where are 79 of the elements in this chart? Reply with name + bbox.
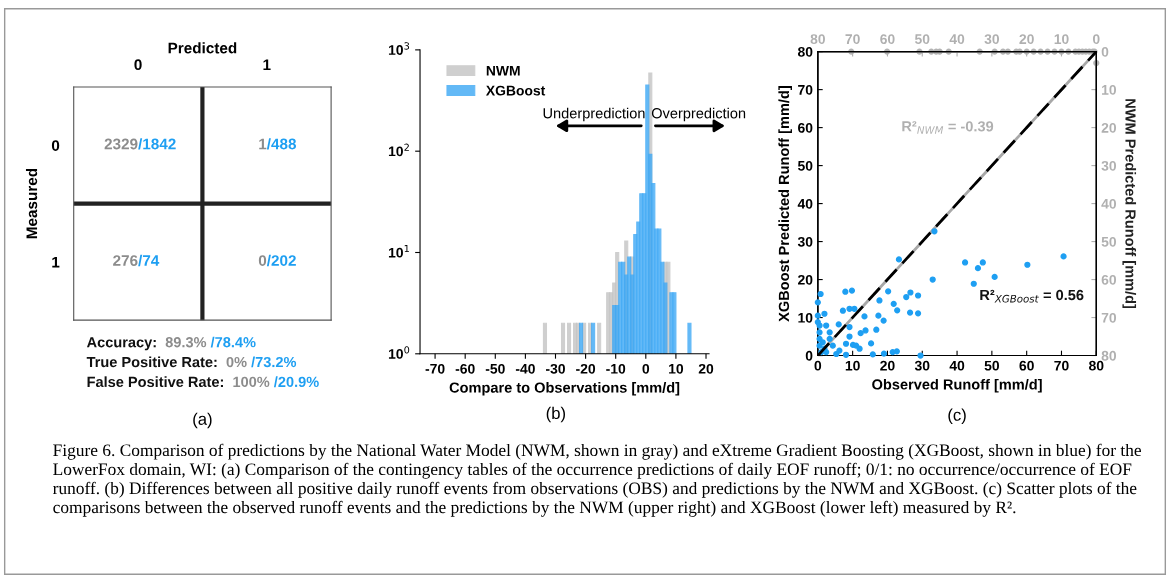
y2-tick-label: 40: [1101, 198, 1117, 209]
y-tick-label: 10$^{0}$: [388, 346, 410, 359]
category-label: 1: [259, 138, 267, 150]
y-tick-label: 10$^{3}$: [388, 42, 410, 55]
text: /488: [266, 138, 297, 150]
text: (c): [948, 408, 966, 425]
text: Predicted: [168, 42, 237, 54]
category-label: 0: [134, 59, 142, 71]
x-tick-label: 10: [845, 360, 860, 371]
y2-tick-label: 10: [1102, 84, 1117, 95]
y2-tick-label: 50: [1101, 236, 1117, 247]
text: 2329/1842: [104, 138, 176, 150]
y2-tick-label: 20: [1101, 122, 1117, 133]
category-label: 1: [263, 59, 271, 70]
y2-tick-label: 60: [1101, 274, 1117, 285]
x2-tick-label: 0: [1092, 34, 1100, 45]
caption: Figure 6. Comparison of predictions by the National Water Model (NWM, shown in gray) and eXtreme Gradient Boosting (XGBoost, shown in blue) for the LowerFox domain, WI: (a) Comparison of the contingency tables of the occurrence predictions of daily EOF runoff; 0/1: no occurrence/occurrence of EOF runoff. (b) Differences between all positive daily runoff events from observations (OBS) and predictions by the NWM and XGBoost. (c) Scatter plots of the comparisons between the observed runoff events and the predictions by the NWM (upper right) and XGBoost (lower left) measured by R².: [53, 443, 1141, 517]
x-axis-title: Observed Runoff [mm/d]: [872, 378, 1042, 393]
y2-tick-label: 80: [1101, 350, 1117, 361]
legend-label: NWM: [486, 65, 520, 76]
y-tick-label: 30: [797, 236, 813, 247]
y-tick-label: 20: [798, 274, 813, 285]
x2-tick-label: 60: [880, 34, 895, 45]
x-tick-label: 80: [1089, 360, 1104, 371]
x-tick-label: -70: [425, 363, 445, 374]
y-tick-label: 10$^{1}$: [388, 245, 409, 258]
x2-tick-label: 80: [810, 34, 825, 45]
x2-tick-label: 50: [914, 34, 930, 45]
y-tick-label: 10: [798, 312, 813, 323]
text: True Positive Rate: 0% /73.2%: [86, 356, 297, 368]
y-tick-label: 60: [798, 122, 813, 133]
y2-tick-label: 0: [1101, 46, 1109, 57]
text: Measured: [25, 168, 38, 239]
text: False Positive Rate: 100% /20.9%: [87, 376, 319, 388]
x-tick-label: 50: [984, 360, 1000, 371]
x-tick-label: 0: [642, 363, 650, 374]
x2-tick-label: 20: [1019, 34, 1034, 45]
y-tick-label: 50: [797, 160, 813, 171]
x-tick-label: 30: [914, 360, 930, 371]
category-label: 1: [52, 256, 60, 268]
annotation: R²$_{XGBoost}$ = 0.56: [980, 289, 1084, 303]
x-tick-label: -40: [515, 363, 535, 374]
x-tick-label: 20: [880, 360, 895, 371]
category-label: 0: [51, 140, 60, 151]
annotation: R²$_{NWM}$ = -0.39: [902, 121, 994, 134]
x-tick-label: 60: [1019, 360, 1034, 371]
x-tick-label: -50: [485, 363, 505, 374]
y-tick-label: 0: [805, 350, 813, 361]
x-tick-label: -20: [576, 363, 596, 374]
text: (a): [193, 412, 212, 429]
legend-label: XGBoost: [485, 85, 546, 96]
y-tick-label: 80: [797, 46, 813, 57]
text: /202: [266, 254, 296, 267]
x-tick-label: 20: [698, 363, 714, 374]
x-tick-label: 0: [814, 360, 822, 371]
x-tick-label: 70: [1054, 360, 1069, 371]
x2-tick-label: 40: [949, 34, 965, 45]
y2-tick-label: 30: [1101, 160, 1117, 171]
text: (b): [546, 406, 566, 423]
x-tick-label: -30: [546, 363, 565, 374]
annotation: Underprediction: [543, 107, 645, 122]
y-tick-label: 70: [798, 84, 813, 95]
annotation: Overprediction: [651, 107, 746, 122]
y2-tick-label: 70: [1101, 312, 1117, 323]
y-axis-title: XGBoost Predicted Runoff [mm/d]: [778, 86, 792, 322]
text: 276/74: [113, 254, 160, 267]
category-label: 0: [258, 255, 267, 266]
text: Accuracy: 89.3% /78.4%: [86, 336, 256, 351]
x2-tick-label: 10: [1054, 34, 1069, 45]
x-tick-label: 40: [949, 360, 965, 371]
x2-tick-label: 70: [845, 34, 860, 45]
x2-tick-label: 30: [984, 34, 1000, 45]
y-tick-label: 40: [797, 198, 813, 209]
x-axis-title: Compare to Observations [mm/d]: [449, 382, 680, 396]
x-tick-label: -60: [455, 363, 475, 374]
x-tick-label: -10: [606, 363, 626, 374]
y-tick-label: 10$^{2}$: [388, 143, 409, 157]
x-tick-label: 10: [669, 363, 684, 374]
y2-axis-title: NWM Predicted Runoff [mm/d]: [1122, 99, 1137, 309]
